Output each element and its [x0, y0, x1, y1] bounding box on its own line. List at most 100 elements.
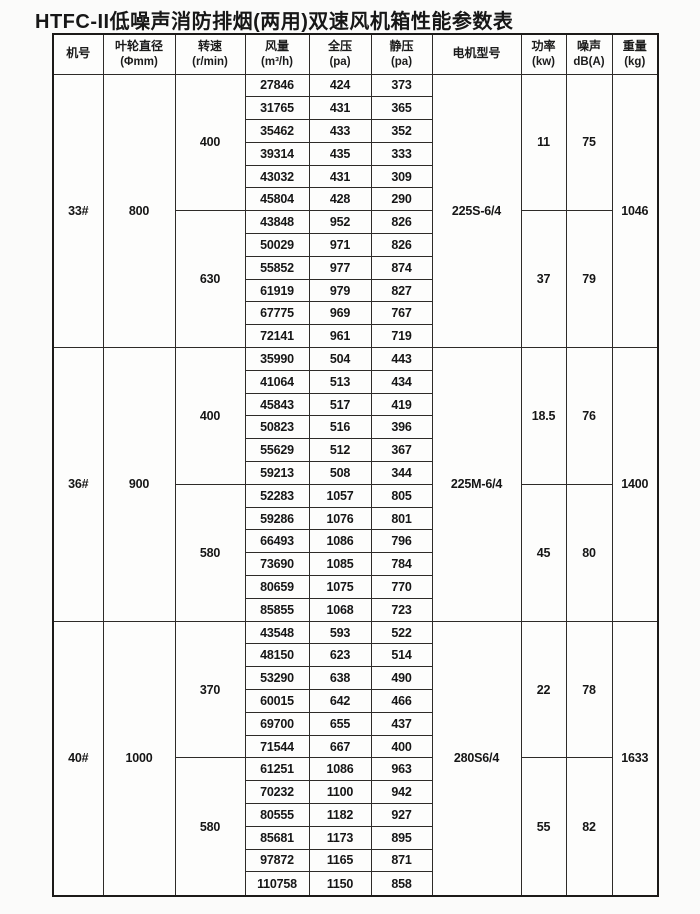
- cell-air-volume: 48150: [244, 643, 310, 668]
- cell-total-pressure: 1068: [308, 597, 372, 622]
- cell-total-pressure: 516: [308, 415, 372, 440]
- cell-air-volume: 50029: [244, 233, 310, 257]
- cell-air-volume: 39314: [244, 141, 310, 166]
- cell-speed: 580: [174, 483, 246, 622]
- cell-air-volume: 27846: [244, 73, 310, 98]
- cell-model-no: 40#: [52, 620, 104, 897]
- cell-static-pressure: 963: [370, 757, 433, 782]
- cell-static-pressure: 796: [370, 529, 433, 554]
- cell-power: 55: [520, 757, 567, 897]
- cell-static-pressure: 522: [370, 620, 433, 645]
- cell-static-pressure: 767: [370, 301, 433, 326]
- col-header-unit: (pa): [390, 55, 413, 68]
- table-row: 80659 1075 770: [53, 575, 658, 599]
- cell-air-volume: 41064: [244, 369, 310, 394]
- cell-total-pressure: 431: [308, 96, 372, 121]
- cell-air-volume: 55629: [244, 438, 310, 463]
- cell-air-volume: 70232: [244, 780, 310, 804]
- col-header-name: 功率: [531, 38, 556, 53]
- cell-static-pressure: 309: [370, 164, 433, 189]
- cell-total-pressure: 623: [308, 643, 372, 668]
- cell-air-volume: 67775: [244, 301, 310, 326]
- cell-air-volume: 45843: [244, 392, 310, 417]
- table-row: 40# 1000 370 43548 593 522 280S6/4 22 78 1633: [52, 620, 659, 897]
- table-body: 33# 800 400 27846 424 373 225S-6/4 11 75 1046 3176…: [52, 73, 659, 897]
- cell-total-pressure: 1165: [308, 848, 372, 873]
- cell-static-pressure: 871: [370, 848, 433, 873]
- cell-static-pressure: 874: [370, 255, 433, 280]
- cell-static-pressure: 770: [370, 575, 433, 599]
- col-header-name: 静压: [389, 38, 414, 53]
- cell-power: 37: [520, 210, 567, 349]
- col-header-unit: (kw): [532, 55, 555, 68]
- table-row: 60015 642 466: [53, 689, 658, 713]
- cell-air-volume: 45804: [244, 187, 310, 212]
- col-header-model-no: 机号: [52, 33, 104, 75]
- cell-total-pressure: 979: [308, 278, 372, 303]
- cell-static-pressure: 801: [370, 506, 433, 531]
- cell-total-pressure: 1182: [308, 803, 372, 827]
- cell-impeller-diameter: 1000: [102, 620, 176, 897]
- cell-air-volume: 110758: [244, 871, 310, 897]
- cell-weight: 1400: [611, 347, 659, 622]
- cell-air-volume: 66493: [244, 529, 310, 554]
- cell-air-volume: 52283: [244, 483, 310, 508]
- cell-static-pressure: 805: [370, 483, 433, 508]
- cell-noise: 80: [565, 483, 613, 622]
- table-row: 580 61251 1086 963 55 82: [53, 757, 658, 897]
- cell-total-pressure: 1075: [308, 575, 372, 599]
- cell-air-volume: 35462: [244, 119, 310, 143]
- cell-total-pressure: 977: [308, 255, 372, 280]
- cell-noise: 78: [565, 620, 613, 759]
- cell-total-pressure: 969: [308, 301, 372, 326]
- table-row: 630 43848 952 826 37 79: [53, 210, 658, 349]
- cell-total-pressure: 642: [308, 689, 372, 713]
- table-row: 73690 1085 784: [53, 552, 658, 577]
- cell-total-pressure: 961: [308, 324, 372, 349]
- cell-static-pressure: 784: [370, 552, 433, 577]
- cell-speed: 630: [174, 210, 246, 349]
- col-header-static-pressure: 静压 (pa): [370, 33, 433, 75]
- cell-total-pressure: 424: [308, 73, 372, 98]
- table-row: 71544 667 400: [53, 734, 658, 759]
- cell-static-pressure: 373: [370, 73, 433, 98]
- table-row: 35462 433 352: [53, 119, 658, 143]
- table-row: 97872 1165 871: [53, 848, 658, 873]
- page-title: HTFC-II低噪声消防排烟(两用)双速风机箱性能参数表: [35, 11, 514, 33]
- cell-total-pressure: 431: [308, 164, 372, 189]
- cell-motor-model: 280S6/4: [431, 620, 522, 897]
- cell-air-volume: 85681: [244, 825, 310, 850]
- cell-total-pressure: 1150: [308, 871, 372, 897]
- cell-power: 11: [520, 73, 567, 212]
- cell-total-pressure: 433: [308, 119, 372, 143]
- cell-total-pressure: 1076: [308, 506, 372, 531]
- cell-air-volume: 43848: [244, 210, 310, 235]
- table-row: 80555 1182 927: [53, 803, 658, 827]
- fan-performance-table: 机号 叶轮直径 (Φmm) 转速 (r/min) 风量 (m³/h) 全压 (pa) 静压 (pa)…: [52, 33, 659, 897]
- col-header-impeller-diameter: 叶轮直径 (Φmm): [102, 33, 176, 75]
- col-header-name: 风量: [264, 38, 289, 53]
- cell-weight: 1633: [611, 620, 659, 897]
- col-header-speed: 转速 (r/min): [174, 33, 246, 75]
- col-header-name: 机号: [66, 46, 91, 61]
- cell-static-pressure: 723: [370, 597, 433, 622]
- cell-impeller-diameter: 800: [102, 73, 176, 349]
- cell-speed: 400: [174, 73, 246, 212]
- cell-total-pressure: 667: [308, 734, 372, 759]
- table-row: 43032 431 309: [53, 164, 658, 189]
- table-row: 48150 623 514: [53, 643, 658, 668]
- cell-static-pressure: 419: [370, 392, 433, 417]
- cell-speed: 370: [174, 620, 246, 759]
- col-header-power: 功率 (kw): [520, 33, 567, 75]
- cell-static-pressure: 400: [370, 734, 433, 759]
- cell-total-pressure: 504: [308, 347, 372, 371]
- table-row: 50029 971 826: [53, 233, 658, 257]
- cell-static-pressure: 290: [370, 187, 433, 212]
- cell-static-pressure: 895: [370, 825, 433, 850]
- table-row: 69700 655 437: [53, 711, 658, 736]
- cell-model-no: 36#: [52, 347, 104, 622]
- header-row: 机号 叶轮直径 (Φmm) 转速 (r/min) 风量 (m³/h) 全压 (pa) 静压 (pa)…: [52, 33, 659, 75]
- cell-air-volume: 35990: [244, 347, 310, 371]
- cell-air-volume: 72141: [244, 324, 310, 349]
